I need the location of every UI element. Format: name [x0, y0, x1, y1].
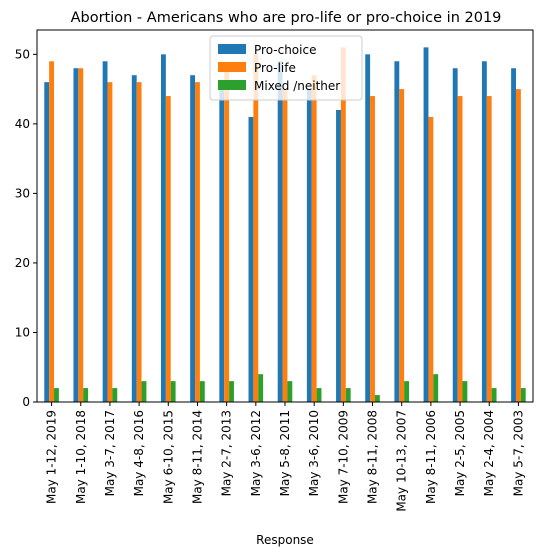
bar-pro-life-12 — [399, 89, 405, 402]
bar-pro-life-1 — [78, 68, 84, 403]
bar-pro-life-3 — [136, 82, 142, 403]
y-tick-label-50: 50 — [15, 47, 30, 61]
bar-pro-choice-10 — [336, 109, 341, 403]
x-tick-label-7: May 3-6, 2012 — [249, 410, 263, 496]
bar-pro-choice-4 — [161, 54, 166, 403]
bar-pro-life-7 — [253, 54, 259, 403]
bar-mixed-neither-13 — [433, 374, 439, 402]
bar-pro-choice-11 — [365, 54, 371, 403]
bar-mixed-neither-0 — [54, 388, 59, 402]
bar-pro-choice-5 — [190, 75, 196, 402]
legend-box — [209, 35, 363, 101]
x-tick-label-14: May 2-5, 2005 — [453, 410, 467, 496]
bar-pro-life-4 — [165, 96, 171, 402]
bars — [44, 47, 526, 403]
bar-mixed-neither-9 — [316, 388, 322, 402]
chart-title: Abortion - Americans who are pro-life or… — [71, 10, 502, 26]
legend-swatch-pro-choice — [218, 44, 246, 54]
bar-pro-choice-8 — [277, 61, 283, 402]
x-tick-label-4: May 6-10, 2015 — [161, 410, 175, 504]
bar-mixed-neither-11 — [374, 395, 380, 402]
bar-pro-choice-0 — [44, 82, 50, 403]
x-axis: May 1-12, 2019 May 1-10, 2018 May 3-7, 201… — [45, 402, 525, 512]
y-tick-label-0: 0 — [22, 395, 30, 409]
legend-label-mixed-neither: Mixed /neither — [254, 79, 340, 93]
y-tick-label-10: 10 — [15, 325, 30, 339]
x-tick-label-3: May 4-8, 2016 — [132, 410, 146, 496]
bar-pro-life-2 — [107, 82, 113, 403]
x-tick-label-15: May 2-4, 2004 — [482, 410, 496, 496]
x-tick-label-10: May 7-10, 2009 — [336, 410, 350, 504]
bar-pro-life-11 — [370, 96, 375, 402]
x-tick-label-2: May 3-7, 2017 — [103, 410, 117, 496]
x-tick-label-1: May 1-10, 2018 — [74, 410, 88, 504]
y-tick-label-40: 40 — [15, 117, 30, 131]
bar-mixed-neither-2 — [112, 388, 118, 402]
x-tick-label-11: May 8-11, 2008 — [366, 410, 380, 504]
bar-pro-choice-1 — [73, 68, 79, 403]
x-tick-label-16: May 5-7, 2003 — [511, 410, 525, 496]
x-tick-label-0: May 1-12, 2019 — [45, 410, 59, 504]
bar-mixed-neither-1 — [83, 388, 89, 402]
bar-pro-choice-12 — [394, 61, 400, 402]
x-tick-label-12: May 10-13, 2007 — [395, 410, 409, 512]
y-tick-label-30: 30 — [15, 186, 30, 200]
bar-pro-choice-2 — [102, 61, 108, 402]
x-tick-label-9: May 3-6, 2010 — [307, 410, 321, 496]
x-tick-label-8: May 5-8, 2011 — [278, 410, 292, 496]
bar-pro-choice-16 — [511, 68, 516, 403]
bar-pro-choice-14 — [452, 68, 458, 403]
bar-pro-choice-6 — [219, 89, 225, 402]
bar-mixed-neither-12 — [404, 381, 409, 402]
x-tick-label-13: May 8-11, 2006 — [424, 410, 438, 504]
bar-pro-choice-9 — [306, 89, 312, 402]
bar-mixed-neither-15 — [491, 388, 497, 402]
bar-mixed-neither-10 — [345, 388, 351, 402]
bar-mixed-neither-4 — [170, 381, 176, 402]
bar-mixed-neither-5 — [199, 381, 205, 402]
bar-pro-choice-7 — [248, 116, 254, 403]
legend: Pro-choice Pro-life Mixed /neither — [209, 35, 363, 101]
bar-pro-life-10 — [340, 47, 346, 402]
bar-mixed-neither-16 — [520, 388, 526, 402]
bar-pro-life-15 — [486, 96, 492, 402]
bar-mixed-neither-3 — [141, 381, 147, 402]
bar-pro-life-0 — [49, 61, 55, 402]
y-tick-label-20: 20 — [15, 256, 30, 270]
legend-swatch-mixed-neither — [218, 80, 246, 90]
bar-mixed-neither-14 — [462, 381, 468, 402]
bar-pro-choice-13 — [423, 47, 429, 402]
bar-mixed-neither-8 — [287, 381, 293, 402]
bar-pro-choice-3 — [131, 75, 137, 402]
bar-pro-life-6 — [224, 68, 230, 403]
bar-mixed-neither-6 — [229, 381, 234, 402]
legend-label-pro-life: Pro-life — [254, 61, 296, 75]
bar-pro-life-9 — [311, 75, 317, 402]
x-tick-label-5: May 8-11, 2014 — [190, 410, 204, 504]
bar-pro-life-5 — [195, 82, 200, 403]
bar-pro-life-14 — [457, 96, 463, 402]
x-tick-label-6: May 2-7, 2013 — [220, 410, 234, 496]
x-axis-label: Response — [256, 533, 314, 547]
legend-label-pro-choice: Pro-choice — [254, 43, 316, 57]
bar-pro-life-8 — [282, 89, 288, 402]
bar-pro-life-13 — [428, 116, 434, 403]
y-axis: 0 10 20 30 40 50 — [15, 47, 37, 409]
bar-pro-choice-15 — [481, 61, 487, 402]
legend-swatch-pro-life — [218, 62, 246, 72]
bar-mixed-neither-7 — [258, 374, 264, 402]
bar-pro-life-16 — [515, 89, 521, 402]
